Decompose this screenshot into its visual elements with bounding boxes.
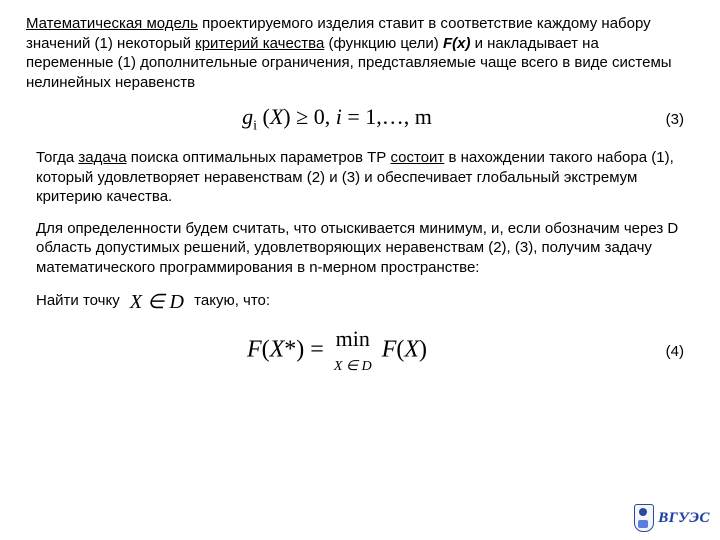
eq3-open: ( (257, 104, 270, 129)
eq4-close-r: ) (419, 337, 427, 363)
eq3-g: g (242, 104, 253, 129)
term-math-model: Математическая модель (26, 15, 198, 32)
equation-3-number: (3) (648, 111, 684, 128)
footer-logo: ВГУЭС (634, 504, 710, 532)
term-consists: состоит (390, 149, 444, 166)
paragraph-3: Для определенности будем считать, что от… (26, 219, 684, 278)
p2-b: поиска оптимальных параметров ТР (127, 149, 391, 166)
eq3-close: ) ≥ 0, (283, 104, 335, 129)
fx-symbol: F(x) (443, 35, 471, 52)
eq4-F-l: F (247, 337, 262, 363)
inline-math-xd: X ∈ D (124, 289, 190, 315)
logo-text: ВГУЭС (658, 510, 710, 527)
equation-3: gi (X) ≥ 0, i = 1,…, m (26, 104, 648, 134)
equation-4-number: (4) (648, 343, 684, 360)
p4-b: такую, что: (194, 292, 270, 309)
equation-4-row: F(X*) = minX ∈ D F(X) (4) (26, 327, 684, 375)
eq4-F-r: F (376, 337, 397, 363)
paragraph-1: Математическая модель проектируемого изд… (26, 14, 684, 92)
eq4-min-bot: X ∈ D (334, 359, 372, 374)
p4-a: Найти точку (36, 292, 120, 309)
eq4-star-eq: *) = (284, 337, 330, 363)
paragraph-4: Найти точку X ∈ D такую, что: (26, 289, 684, 315)
eq4-min-operator: min X ∈ D (334, 327, 372, 375)
equation-4: F(X*) = minX ∈ D F(X) (26, 327, 648, 375)
eq3-X: X (270, 104, 283, 129)
term-quality-criterion: критерий качества (195, 35, 324, 52)
term-task: задача (78, 149, 126, 166)
slide-page: Математическая модель проектируемого изд… (0, 0, 720, 540)
eq3-tail: = 1,…, m (342, 104, 432, 129)
equation-3-row: gi (X) ≥ 0, i = 1,…, m (3) (26, 104, 684, 134)
eq4-X-r: X (404, 337, 419, 363)
paragraph-2: Тогда задача поиска оптимальных параметр… (26, 148, 684, 207)
eq4-X-l: X (270, 337, 285, 363)
p2-a: Тогда (36, 149, 78, 166)
p1-text-d: (функцию цели) (324, 35, 443, 52)
crest-icon (634, 504, 654, 532)
eq4-min-top: min (336, 326, 370, 351)
eq4-open-l: ( (262, 337, 270, 363)
